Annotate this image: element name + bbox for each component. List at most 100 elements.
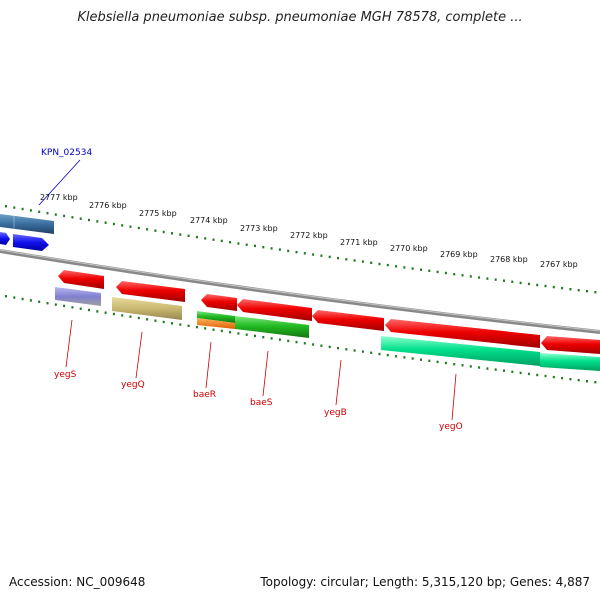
label-leaders <box>38 159 457 421</box>
ruler-minor-tick <box>353 259 356 262</box>
ruler-minor-tick <box>461 364 464 367</box>
ruler-minor-tick <box>71 306 74 309</box>
ruler-label: 2774 kbp <box>190 216 228 225</box>
ruler-minor-tick <box>129 225 132 228</box>
ruler-minor-tick <box>552 285 555 289</box>
gene-arrow[interactable] <box>541 336 600 354</box>
ruler-minor-tick <box>187 324 190 327</box>
ruler-minor-tick <box>112 312 115 316</box>
ruler-minor-tick <box>29 299 32 302</box>
gene-label-yegq[interactable]: yegQ <box>121 380 145 390</box>
ruler-minor-tick <box>46 302 49 305</box>
top-strand-features <box>0 214 54 251</box>
ruler-minor-tick <box>519 281 522 285</box>
gene-feature[interactable] <box>381 336 540 366</box>
ruler-minor-tick <box>54 213 57 216</box>
ruler-minor-tick <box>478 366 481 369</box>
ruler-minor-tick <box>486 367 489 370</box>
ruler-minor-tick <box>370 261 373 264</box>
forward-genes <box>58 270 600 354</box>
ruler-minor-tick <box>229 331 232 334</box>
ruler-minor-tick <box>320 254 323 257</box>
ruler-minor-tick <box>154 229 157 232</box>
ruler-minor-tick <box>552 375 555 379</box>
ruler-minor-tick <box>345 258 348 261</box>
gene-arrow[interactable] <box>237 299 312 321</box>
gene-arrow[interactable] <box>312 310 384 331</box>
ruler-minor-tick <box>386 263 389 267</box>
ruler-minor-tick <box>237 332 240 335</box>
ruler-minor-tick <box>29 209 32 212</box>
ruler-minor-tick <box>112 222 115 226</box>
gene-label-yegb[interactable]: yegB <box>324 408 347 418</box>
gene-feature[interactable] <box>0 214 54 234</box>
ruler-minor-tick <box>146 318 149 321</box>
ruler-minor-tick <box>220 329 223 333</box>
ruler-minor-tick <box>204 237 207 240</box>
ruler-minor-tick <box>104 221 107 224</box>
ruler-minor-tick <box>212 238 215 241</box>
ruler-minor-tick <box>370 351 373 354</box>
ruler-minor-tick <box>179 323 182 326</box>
ruler-minor-tick <box>428 269 431 272</box>
ruler-minor-tick <box>312 253 315 256</box>
gene-arrow[interactable] <box>201 294 237 311</box>
ruler-label: 2775 kbp <box>139 209 177 218</box>
ruler-minor-tick <box>378 262 381 266</box>
ruler-minor-tick <box>303 342 306 345</box>
ruler-minor-tick <box>212 328 215 331</box>
ruler-minor-tick <box>577 379 580 382</box>
ruler-minor-tick <box>71 216 74 219</box>
ruler-minor-tick <box>378 352 381 356</box>
gene-label-yegs[interactable]: yegS <box>54 370 77 380</box>
ruler-minor-tick <box>254 334 256 338</box>
ruler-minor-tick <box>469 275 472 278</box>
ruler-minor-tick <box>511 370 514 373</box>
ruler-minor-tick <box>527 282 530 286</box>
gene-arrow[interactable] <box>116 281 185 302</box>
ruler-minor-tick <box>594 381 597 384</box>
ruler-minor-tick <box>96 220 99 223</box>
ruler-minor-tick <box>229 241 232 244</box>
ruler-minor-tick <box>137 316 140 320</box>
ruler-minor-tick <box>38 300 41 303</box>
ruler-minor-tick <box>204 327 207 330</box>
ruler-label: 2777 kbp <box>40 193 78 202</box>
gene-feature[interactable] <box>540 353 600 371</box>
ruler-minor-tick <box>353 349 356 352</box>
ruler-minor-tick <box>5 205 7 208</box>
gene-feature[interactable] <box>197 318 235 329</box>
gene-label-yego[interactable]: yegO <box>439 422 463 432</box>
gene-arrow[interactable] <box>58 270 104 289</box>
ruler-minor-tick <box>403 266 406 269</box>
gene-feature[interactable] <box>112 297 182 320</box>
gene-label-kpn-02534[interactable]: KPN_02534 <box>41 148 92 158</box>
gene-label-baer[interactable]: baeR <box>193 390 216 400</box>
ruler-minor-tick <box>21 297 24 301</box>
ruler-minor-tick <box>121 314 124 317</box>
ruler-minor-tick <box>594 291 597 294</box>
ruler-minor-tick <box>162 320 165 324</box>
ruler-minor-tick <box>345 348 348 351</box>
ruler-minor-tick <box>187 234 190 237</box>
gene-arrow[interactable] <box>385 319 540 348</box>
ruler-minor-tick <box>38 210 41 213</box>
ruler-minor-tick <box>312 343 315 346</box>
ruler-minor-tick <box>287 249 290 253</box>
ruler-minor-tick <box>287 339 290 343</box>
ruler-minor-tick <box>436 360 439 364</box>
ruler-minor-tick <box>469 365 472 368</box>
gene-arrow[interactable] <box>0 232 10 245</box>
ruler-minor-tick <box>13 296 16 299</box>
ruler-minor-tick <box>411 357 414 360</box>
ruler-minor-tick <box>88 308 90 312</box>
ruler-minor-tick <box>63 304 66 308</box>
ruler-label: 2770 kbp <box>390 244 428 253</box>
ruler-minor-tick <box>361 350 364 353</box>
gene-feature[interactable] <box>55 287 101 306</box>
gene-label-baes[interactable]: baeS <box>250 398 273 408</box>
gene-feature[interactable] <box>235 316 309 338</box>
gene-feature[interactable] <box>197 311 235 323</box>
gene-arrow[interactable] <box>13 234 49 251</box>
